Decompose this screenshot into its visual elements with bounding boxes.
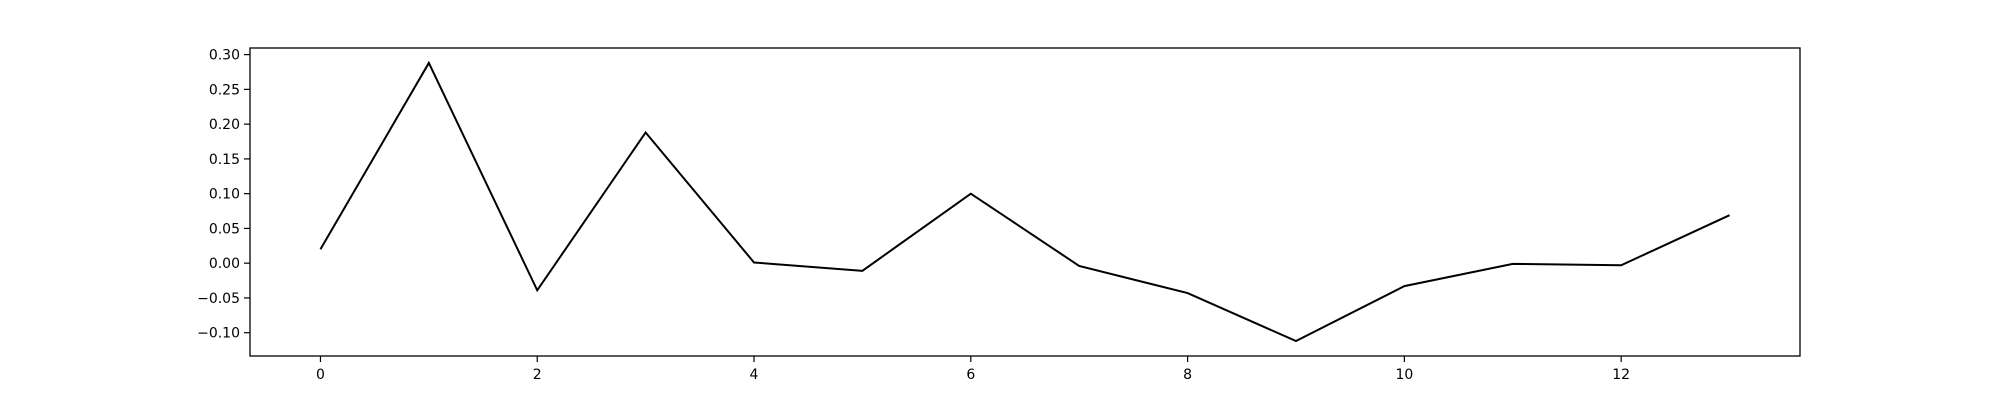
x-tick-label: 12 [1612, 367, 1630, 383]
y-tick-label: 0.10 [209, 187, 240, 203]
y-tick-label: 0.00 [209, 256, 240, 272]
y-tick-label: 0.15 [209, 152, 240, 168]
y-tick-label: 0.05 [209, 221, 240, 237]
y-tick-label: 0.25 [209, 82, 240, 98]
x-axis: 0 2 4 6 8 10 12 [316, 356, 1630, 383]
y-tick-label: −0.10 [197, 326, 240, 342]
axes-frame [250, 48, 1800, 356]
x-tick-label: 6 [966, 367, 975, 383]
x-tick-label: 4 [750, 367, 759, 383]
y-tick-label: 0.30 [209, 48, 240, 64]
series-line-0 [320, 63, 1729, 341]
y-tick-label: −0.05 [197, 291, 240, 307]
x-tick-label: 8 [1183, 367, 1192, 383]
x-tick-label: 2 [533, 367, 542, 383]
x-tick-label: 0 [316, 367, 325, 383]
x-tick-label: 10 [1395, 367, 1413, 383]
y-tick-label: 0.20 [209, 117, 240, 133]
y-axis: −0.10 −0.05 0.00 0.05 0.10 0.15 0.20 0.25 0.30 [197, 48, 250, 342]
plot-area [320, 63, 1729, 341]
